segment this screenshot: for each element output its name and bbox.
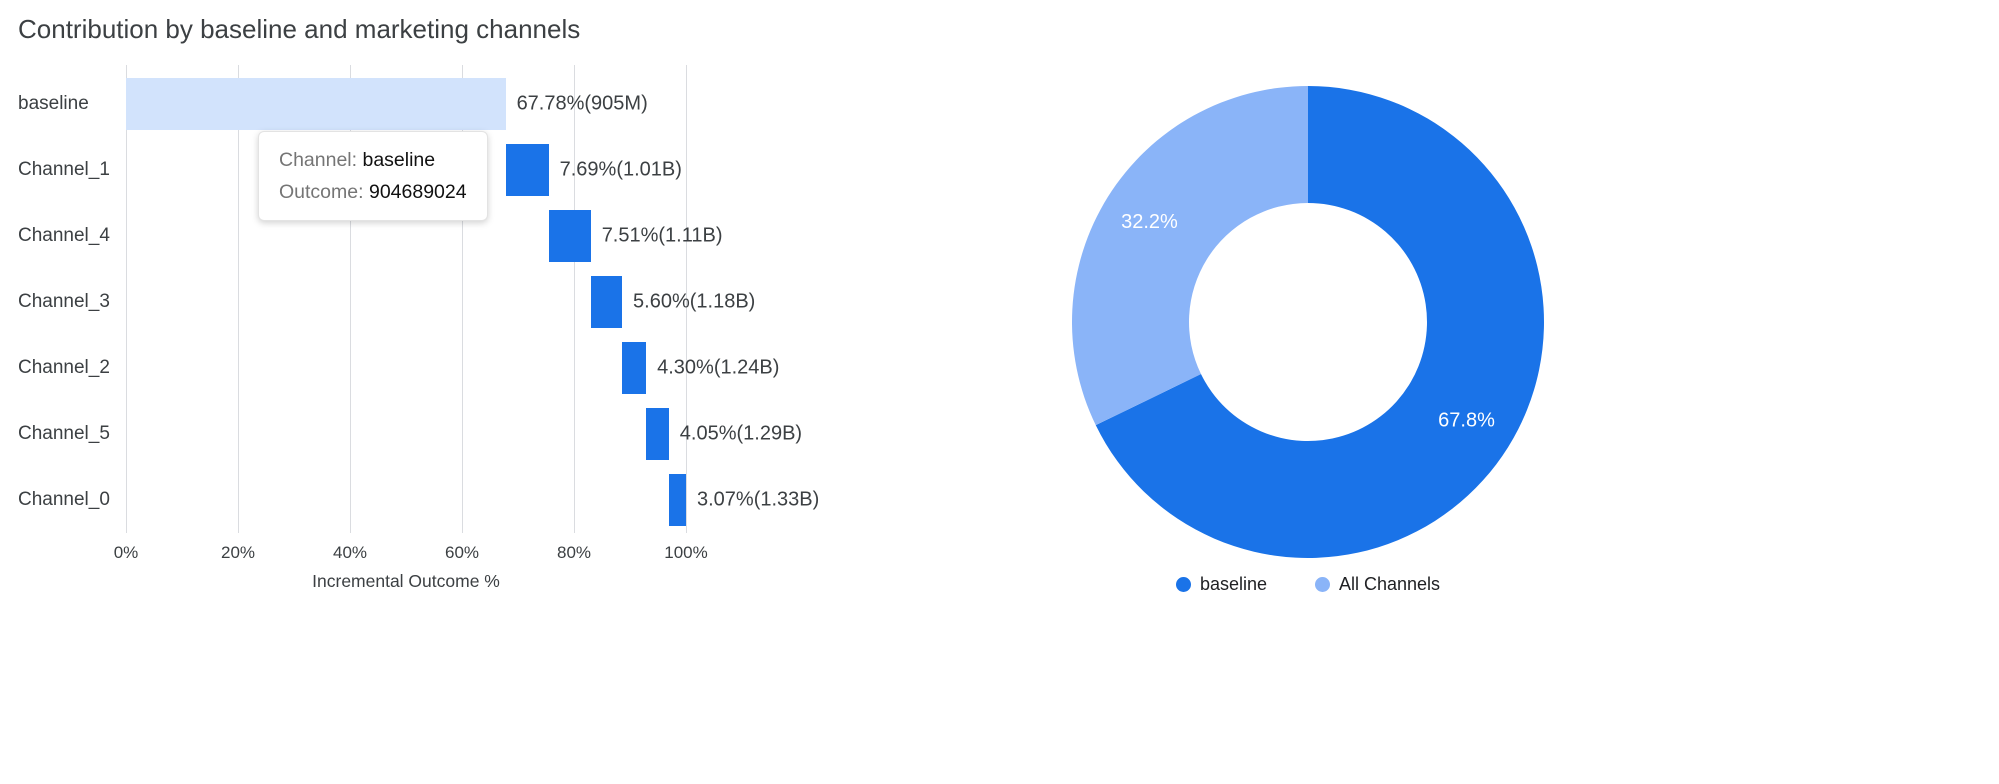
tooltip-outcome-row: Outcome: 904689024 — [279, 176, 467, 208]
waterfall-chart-panel: Contribution by baseline and marketing c… — [0, 0, 920, 784]
bar-channel_5[interactable] — [646, 408, 669, 460]
donut-slice-all-channels[interactable] — [1072, 86, 1308, 426]
plot-cell: 4.05%(1.29B) — [126, 401, 920, 467]
bar-value-label: 3.07%(1.33B) — [697, 488, 820, 511]
bar-channel_4[interactable] — [548, 210, 591, 262]
bar-value-label: 5.60%(1.18B) — [633, 290, 756, 313]
category-label: Channel_2 — [18, 357, 110, 378]
bar-grid — [126, 65, 687, 533]
plot-cell: 67.78%(905M) — [126, 71, 920, 137]
category-label: Channel_0 — [18, 489, 110, 510]
tooltip-outcome-label: Outcome: — [279, 181, 364, 203]
legend-label: baseline — [1199, 574, 1267, 594]
bar-row-channel_4: Channel_4 7.51%(1.11B) — [18, 203, 920, 269]
bar-channel_1[interactable] — [505, 144, 549, 196]
category-label: baseline — [18, 93, 89, 114]
gridline — [126, 65, 127, 533]
plot-cell: 4.30%(1.24B) — [126, 335, 920, 401]
bar-baseline[interactable] — [126, 78, 506, 130]
plot-cell: 7.69%(1.01B) — [126, 137, 920, 203]
plot-cell: 3.07%(1.33B) — [126, 467, 920, 533]
page-title: Contribution by baseline and marketing c… — [18, 14, 581, 44]
category-label: Channel_4 — [18, 225, 110, 246]
gridline — [574, 65, 575, 533]
legend-item-all-channels[interactable]: All Channels — [1315, 574, 1440, 595]
legend-label: All Channels — [1339, 574, 1441, 594]
category-label: Channel_1 — [18, 159, 110, 180]
tooltip-outcome-value: 904689024 — [368, 181, 467, 203]
donut-slice-label: 32.2% — [1121, 211, 1178, 233]
tooltip-channel-row: Channel: baseline — [279, 144, 467, 176]
legend-item-baseline[interactable]: baseline — [1175, 574, 1267, 595]
category-label: Channel_3 — [18, 291, 110, 312]
x-axis: 0% 20% 40% 60% 80% 100% — [114, 533, 708, 563]
plot-cell: 5.60%(1.18B) — [126, 269, 920, 335]
x-tick-label: 100% — [664, 543, 708, 562]
donut-slice-label: 67.8% — [1438, 409, 1495, 431]
x-tick-label: 20% — [220, 543, 256, 562]
gridline — [686, 65, 687, 533]
plot-cell: 7.51%(1.11B) — [126, 203, 920, 269]
bar-row-channel_3: Channel_3 5.60%(1.18B) — [18, 269, 920, 335]
gridline — [462, 65, 463, 533]
legend-dot — [1175, 577, 1191, 592]
donut-chart: 67.8% 32.2% — [1072, 86, 1544, 558]
bar-value-label: 7.51%(1.11B) — [601, 224, 723, 247]
bar-value-label: 67.78%(905M) — [516, 92, 648, 115]
x-tick-label: 60% — [444, 543, 480, 562]
donut-legend: baseline All Channels — [1175, 574, 1440, 595]
bar-value-label: 4.05%(1.29B) — [679, 422, 803, 445]
gridline — [350, 65, 351, 533]
x-tick-label: 40% — [332, 543, 368, 562]
bar-channel_0[interactable] — [668, 474, 686, 526]
bar-row-baseline: baseline 67.78%(905M) — [18, 71, 920, 137]
bar-row-channel_5: Channel_5 4.05%(1.29B) — [18, 401, 920, 467]
bar-value-label: 7.69%(1.01B) — [559, 158, 682, 181]
bar-channel_2[interactable] — [622, 342, 647, 394]
x-tick-label: 80% — [556, 543, 592, 562]
gridline — [238, 65, 239, 533]
tooltip-channel-label: Channel: — [279, 149, 358, 171]
bar-row-channel_1: Channel_1 7.69%(1.01B) — [18, 137, 920, 203]
x-axis-title: Incremental Outcome % — [312, 571, 500, 591]
donut-slice-baseline[interactable] — [1095, 86, 1544, 558]
category-label: Channel_5 — [18, 423, 110, 444]
tooltip-channel-value: baseline — [362, 149, 436, 171]
bar-channel_3[interactable] — [590, 276, 623, 328]
chart-tooltip: Channel: baseline Outcome: 904689024 — [258, 131, 488, 221]
x-tick-label: 0% — [113, 543, 139, 562]
bar-rows: baseline 67.78%(905M) Channel_1 7.69%(1.01B… — [18, 65, 920, 533]
bar-row-channel_2: Channel_2 4.30%(1.24B) — [18, 335, 920, 401]
bar-row-channel_0: Channel_0 3.07%(1.33B) — [18, 467, 920, 533]
legend-dot — [1315, 577, 1330, 592]
donut-chart-panel: 67.8% 32.2% baseline All Channels — [1072, 0, 1544, 784]
bar-value-label: 4.30%(1.24B) — [657, 356, 780, 379]
